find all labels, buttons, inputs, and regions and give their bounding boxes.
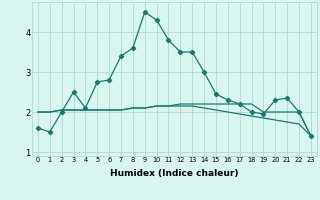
X-axis label: Humidex (Indice chaleur): Humidex (Indice chaleur) bbox=[110, 169, 239, 178]
